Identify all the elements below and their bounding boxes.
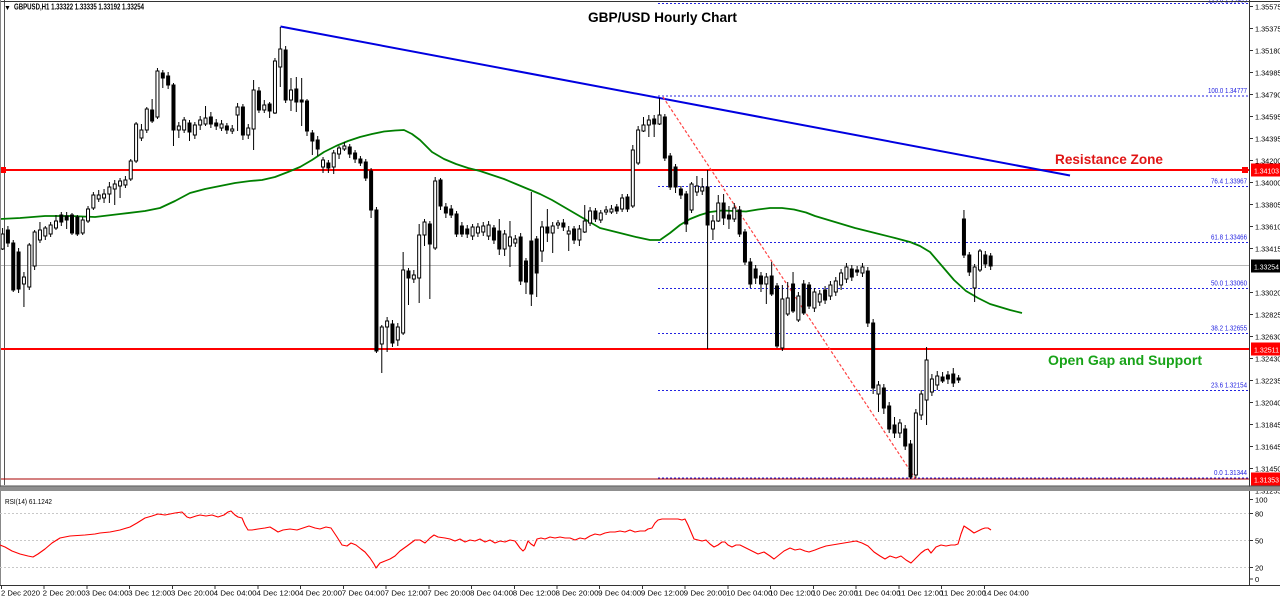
svg-text:3 Dec 20:00: 3 Dec 20:00: [171, 591, 214, 598]
svg-text:1.34985: 1.34985: [1255, 69, 1280, 78]
svg-text:Resistance Zone: Resistance Zone: [1055, 152, 1163, 167]
svg-text:1.32511: 1.32511: [1254, 346, 1279, 355]
svg-text:11 Dec 04:00: 11 Dec 04:00: [855, 591, 901, 598]
svg-text:123.6 1.35905: 123.6 1.35905: [1208, 0, 1247, 5]
svg-text:8 Dec 20:00: 8 Dec 20:00: [556, 591, 599, 598]
svg-text:1.33020: 1.33020: [1255, 289, 1280, 298]
svg-text:80: 80: [1255, 510, 1263, 519]
svg-text:1.35180: 1.35180: [1255, 47, 1280, 56]
svg-text:▼: ▼: [4, 5, 11, 12]
svg-text:1.31450: 1.31450: [1255, 465, 1280, 474]
svg-text:8 Dec 04:00: 8 Dec 04:00: [470, 591, 513, 598]
svg-text:7 Dec 04:00: 7 Dec 04:00: [342, 591, 385, 598]
svg-text:10 Dec 12:00: 10 Dec 12:00: [769, 591, 815, 598]
svg-text:1.34000: 1.34000: [1255, 179, 1280, 188]
svg-text:38.2 1.32655: 38.2 1.32655: [1211, 326, 1247, 333]
svg-text:1.34790: 1.34790: [1255, 91, 1280, 100]
svg-text:11 Dec 20:00: 11 Dec 20:00: [940, 591, 986, 598]
svg-text:1.34103: 1.34103: [1254, 167, 1279, 176]
svg-text:7 Dec 12:00: 7 Dec 12:00: [385, 591, 428, 598]
svg-text:20: 20: [1255, 564, 1263, 573]
svg-text:GBPUSD,H1 1.33322 1.33335 1.3: GBPUSD,H1 1.33322 1.33335 1.33192 1.3325…: [14, 3, 144, 12]
svg-text:Open Gap and Support: Open Gap and Support: [1048, 353, 1203, 368]
svg-text:1.35575: 1.35575: [1255, 3, 1280, 12]
svg-text:1.33805: 1.33805: [1255, 201, 1280, 210]
svg-text:3 Dec 04:00: 3 Dec 04:00: [86, 591, 129, 598]
svg-text:4 Dec 12:00: 4 Dec 12:00: [256, 591, 299, 598]
svg-text:1.34395: 1.34395: [1255, 135, 1280, 144]
svg-text:0.0 1.31344: 0.0 1.31344: [1214, 470, 1247, 477]
svg-text:2 Dec 2020: 2 Dec 2020: [1, 591, 40, 598]
svg-text:14 Dec 04:00: 14 Dec 04:00: [983, 591, 1029, 598]
svg-text:10 Dec 20:00: 10 Dec 20:00: [812, 591, 858, 598]
svg-text:7 Dec 20:00: 7 Dec 20:00: [427, 591, 470, 598]
svg-text:9 Dec 12:00: 9 Dec 12:00: [641, 591, 684, 598]
svg-text:0: 0: [1255, 575, 1259, 584]
svg-text:8 Dec 12:00: 8 Dec 12:00: [513, 591, 556, 598]
svg-text:50.0 1.33060: 50.0 1.33060: [1211, 281, 1247, 288]
svg-text:1.31645: 1.31645: [1255, 443, 1280, 452]
svg-text:11 Dec 12:00: 11 Dec 12:00: [897, 591, 943, 598]
svg-text:4 Dec 04:00: 4 Dec 04:00: [214, 591, 257, 598]
svg-text:1.32825: 1.32825: [1255, 311, 1280, 320]
svg-text:9 Dec 20:00: 9 Dec 20:00: [684, 591, 727, 598]
svg-text:1.32040: 1.32040: [1255, 399, 1280, 408]
svg-text:1.33415: 1.33415: [1255, 245, 1280, 254]
svg-text:1.32235: 1.32235: [1255, 377, 1280, 386]
svg-text:1.32630: 1.32630: [1255, 333, 1280, 342]
svg-text:1.34595: 1.34595: [1255, 113, 1280, 122]
svg-text:23.6 1.32154: 23.6 1.32154: [1211, 383, 1247, 390]
svg-text:10 Dec 04:00: 10 Dec 04:00: [726, 591, 772, 598]
svg-text:100.0 1.34777: 100.0 1.34777: [1208, 88, 1247, 95]
svg-text:1.31353: 1.31353: [1254, 476, 1279, 485]
svg-text:4 Dec 20:00: 4 Dec 20:00: [299, 591, 342, 598]
svg-text:GBP/USD Hourly Chart: GBP/USD Hourly Chart: [588, 10, 737, 25]
svg-text:1.31845: 1.31845: [1255, 421, 1280, 430]
svg-text:2 Dec 20:00: 2 Dec 20:00: [43, 591, 86, 598]
svg-text:76.4 1.33967: 76.4 1.33967: [1211, 179, 1247, 186]
svg-text:1.33254: 1.33254: [1254, 263, 1279, 272]
svg-text:61.8 1.33466: 61.8 1.33466: [1211, 235, 1247, 242]
svg-text:3 Dec 12:00: 3 Dec 12:00: [128, 591, 171, 598]
svg-text:50: 50: [1255, 537, 1263, 546]
svg-text:1.34200: 1.34200: [1255, 157, 1280, 166]
svg-text:1.35375: 1.35375: [1255, 25, 1280, 34]
svg-text:100: 100: [1255, 496, 1268, 505]
svg-text:1.32430: 1.32430: [1255, 355, 1280, 364]
svg-text:RSI(14) 61.1242: RSI(14) 61.1242: [5, 497, 52, 506]
svg-text:1.33610: 1.33610: [1255, 223, 1280, 232]
svg-text:9 Dec 04:00: 9 Dec 04:00: [598, 591, 641, 598]
